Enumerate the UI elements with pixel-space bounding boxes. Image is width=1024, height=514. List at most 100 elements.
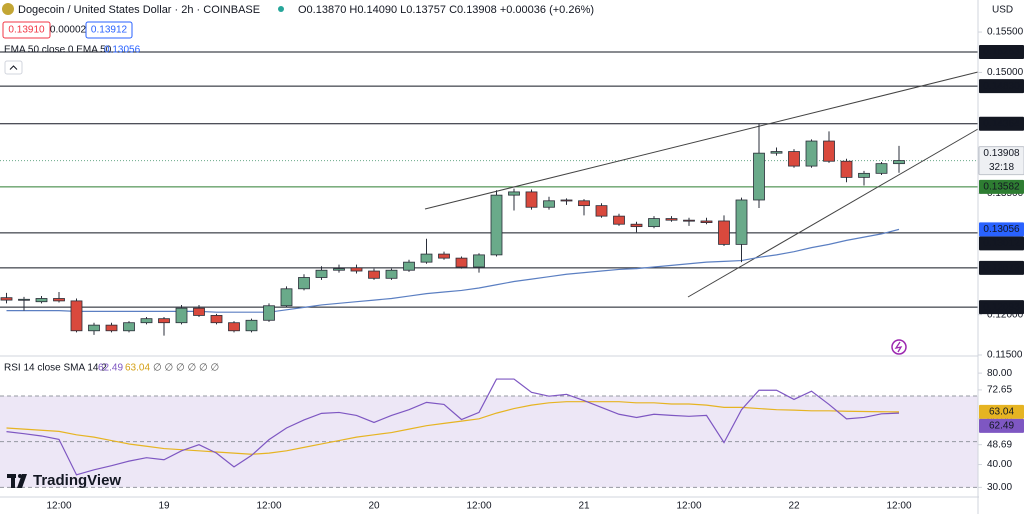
candle-body <box>263 305 275 321</box>
x-tick-label: 20 <box>368 501 380 512</box>
candle-body <box>858 172 870 178</box>
candle-body <box>403 261 415 271</box>
x-tick-label: 19 <box>158 501 170 512</box>
x-tick-label: 12:00 <box>256 501 281 512</box>
price-levels <box>0 51 978 308</box>
rsi-label: 62.49 <box>979 418 1024 433</box>
rsi-label-text: 62.49 <box>989 421 1014 432</box>
candle-body <box>700 220 713 223</box>
candle-body <box>368 270 380 279</box>
logo-mark <box>17 474 27 488</box>
candle-body <box>228 322 240 332</box>
candle-body <box>683 219 695 222</box>
rsi-sma-value: 63.04 <box>125 363 150 374</box>
ema-value: 0.13056 <box>104 45 141 56</box>
candle-body <box>508 191 520 196</box>
candle-body <box>665 218 678 221</box>
price-label: 0.13908 32:18 <box>978 146 1024 176</box>
x-tick-label: 12:00 <box>466 501 491 512</box>
plot <box>0 123 905 476</box>
spread: 0.00002 <box>50 25 87 36</box>
x-tick-label: 12:00 <box>676 501 701 512</box>
y-tick-label: 80.00 <box>987 368 1012 379</box>
candle-body <box>595 205 608 217</box>
candle-body <box>473 254 485 268</box>
candle-body <box>385 269 398 279</box>
candle-body <box>350 267 363 272</box>
y-tick-label: 72.65 <box>987 385 1012 396</box>
candle-body <box>840 160 853 178</box>
logo-mark <box>11 474 15 488</box>
level-label-bg <box>979 116 1024 131</box>
candle-body <box>455 257 468 268</box>
rsi-line <box>6 378 900 476</box>
candle-body <box>193 307 205 316</box>
sell-box[interactable] <box>2 21 51 39</box>
level-label-text: 0.14364 <box>983 118 1020 129</box>
collapse-button[interactable] <box>4 60 23 75</box>
market-status <box>278 6 284 12</box>
rsi-bands <box>0 395 978 488</box>
level-label-bg <box>979 79 1024 94</box>
price-label-text: 32:18 <box>989 162 1014 173</box>
candle-body <box>280 288 293 307</box>
y-tick-label: 0.12000 <box>987 309 1024 320</box>
y-tick-label: 30.00 <box>987 482 1012 493</box>
currency[interactable]: USD <box>992 5 1013 16</box>
candle-body <box>613 215 625 225</box>
candle-body <box>315 269 328 278</box>
ask[interactable]: 0.13912 <box>91 25 128 36</box>
candle-body <box>525 191 538 208</box>
rsi-label-text: 63.04 <box>989 407 1014 418</box>
rsi-line <box>6 401 900 455</box>
candle-body <box>175 307 188 324</box>
y-tick-label: 48.69 <box>987 439 1012 450</box>
bid[interactable]: 0.13910 <box>8 25 45 36</box>
candle-body <box>560 199 573 202</box>
ema-legend: EMA 50 close 0 EMA 50 <box>4 45 112 56</box>
status-icons: ∅ ∅ ∅ ∅ ∅ ∅ <box>153 363 219 374</box>
candle-body <box>630 223 643 228</box>
level-label: 0.12093 <box>979 300 1024 315</box>
level-label: 0.14364 <box>979 116 1024 131</box>
candle-body <box>35 298 48 303</box>
candle-body <box>158 318 170 324</box>
price-label-bg <box>978 146 1024 176</box>
level-label-text: 0.13582 <box>983 182 1020 193</box>
candle-body <box>53 298 65 302</box>
level-label-text: 0.14830 <box>983 81 1020 92</box>
candle-body <box>823 140 835 162</box>
y-tick-label: 0.15000 <box>987 67 1024 78</box>
logo-text: TradingView <box>33 472 121 489</box>
candle-body <box>893 160 905 165</box>
level-label-text: 0.15253 <box>983 47 1020 58</box>
candle-body <box>88 324 100 332</box>
candle-body <box>420 253 433 263</box>
price-axis: 0.155000.150000.140000.135000.120000.115… <box>978 27 1024 493</box>
trend-line <box>424 71 979 210</box>
ema-label-text: 0.13056 <box>983 224 1020 235</box>
chevron <box>9 65 18 70</box>
candle-body <box>333 268 345 271</box>
candle-body <box>123 322 135 332</box>
level-label: 0.13582 <box>979 179 1024 194</box>
ema-label: 0.13056 <box>979 222 1024 237</box>
x-tick-label: 12:00 <box>46 501 71 512</box>
buy-box[interactable] <box>85 21 133 39</box>
x-tick-label: 22 <box>788 501 800 512</box>
candle-body <box>140 318 153 324</box>
level-label-text: 0.12093 <box>983 302 1020 313</box>
candle-body <box>770 151 783 154</box>
x-tick-label: 21 <box>578 501 590 512</box>
candle-body <box>70 300 83 332</box>
logo: TradingView <box>7 472 121 489</box>
x-tick-label: 12:00 <box>886 501 911 512</box>
candle-body <box>718 220 730 245</box>
alert-icon[interactable] <box>891 339 907 355</box>
level-label-text: 0.12579 <box>983 263 1020 274</box>
level-label: 0.12579 <box>979 260 1024 275</box>
candle-body <box>543 200 555 208</box>
y-tick-label: 0.15500 <box>987 27 1024 38</box>
